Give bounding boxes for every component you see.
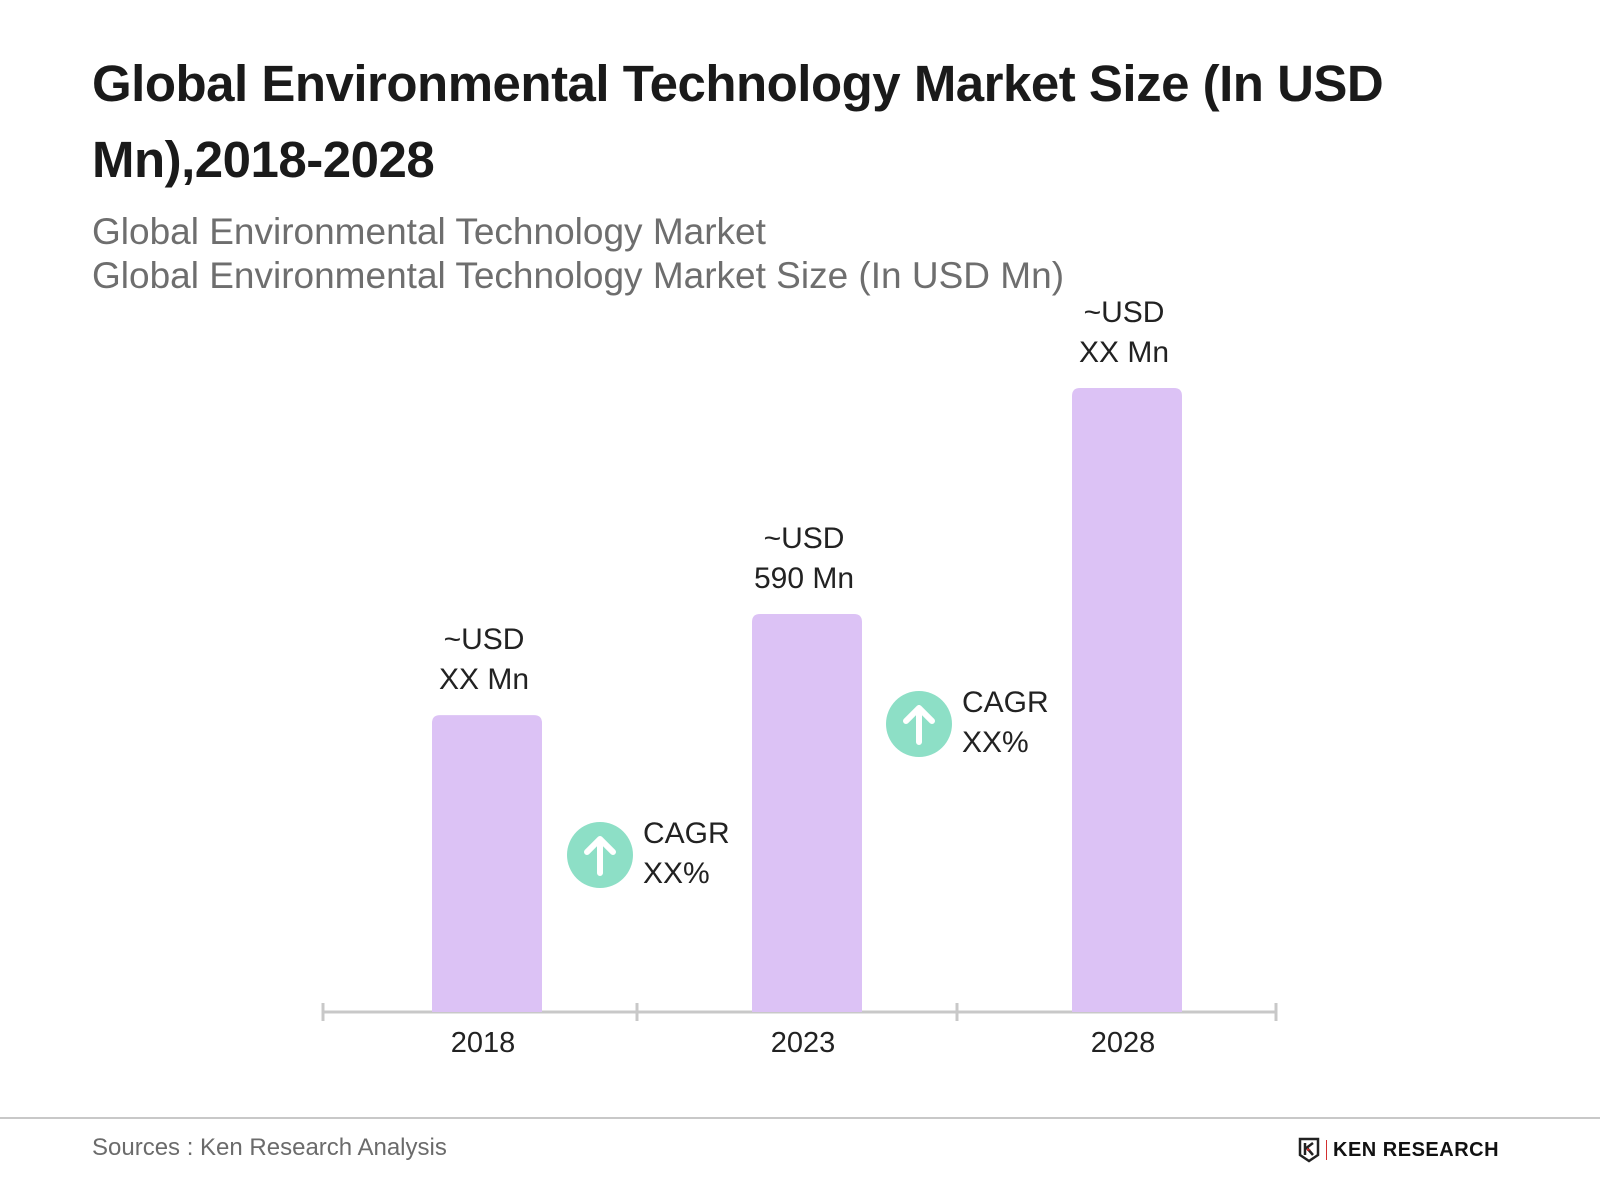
data-label: ~USD bbox=[444, 623, 525, 656]
chart-title: Global Environmental Technology Market S… bbox=[92, 55, 1384, 188]
data-label: ~USD bbox=[764, 522, 845, 555]
bar-2018 bbox=[432, 715, 542, 1012]
ken-logo-icon bbox=[1298, 1137, 1320, 1163]
x-tick-label: 2028 bbox=[1091, 1027, 1156, 1059]
cagr-label: CAGR bbox=[643, 817, 730, 850]
data-label: XX Mn bbox=[439, 663, 529, 696]
data-label: 590 Mn bbox=[754, 562, 854, 595]
arrow-up-glyph bbox=[584, 836, 616, 876]
x-tick-label: 2023 bbox=[771, 1027, 836, 1059]
cagr-label: XX% bbox=[962, 726, 1029, 759]
cagr-label: CAGR bbox=[962, 686, 1049, 719]
footer-divider bbox=[0, 1117, 1600, 1119]
cagr-label: XX% bbox=[643, 857, 710, 890]
bar-2028 bbox=[1072, 388, 1182, 1012]
arrow-up-glyph bbox=[903, 705, 935, 745]
data-label: XX Mn bbox=[1079, 336, 1169, 369]
bar-chart: 2018 ~USD XX Mn 2023 ~USD 590 Mn 2028 ~USD XX Mn… bbox=[321, 296, 1278, 1059]
data-label: ~USD bbox=[1084, 296, 1165, 329]
logo-text: KEN RESEARCH bbox=[1333, 1138, 1500, 1161]
logo-divider bbox=[1326, 1140, 1327, 1160]
sources-text: Sources : Ken Research Analysis bbox=[92, 1134, 447, 1161]
ken-research-logo: KEN RESEARCH bbox=[1298, 1137, 1499, 1163]
x-tick-label: 2018 bbox=[451, 1027, 516, 1059]
subtitle-line-2: Global Environmental Technology Market S… bbox=[92, 255, 1065, 296]
bar-2023 bbox=[752, 614, 862, 1012]
subtitle-line-1: Global Environmental Technology Market bbox=[92, 211, 766, 252]
